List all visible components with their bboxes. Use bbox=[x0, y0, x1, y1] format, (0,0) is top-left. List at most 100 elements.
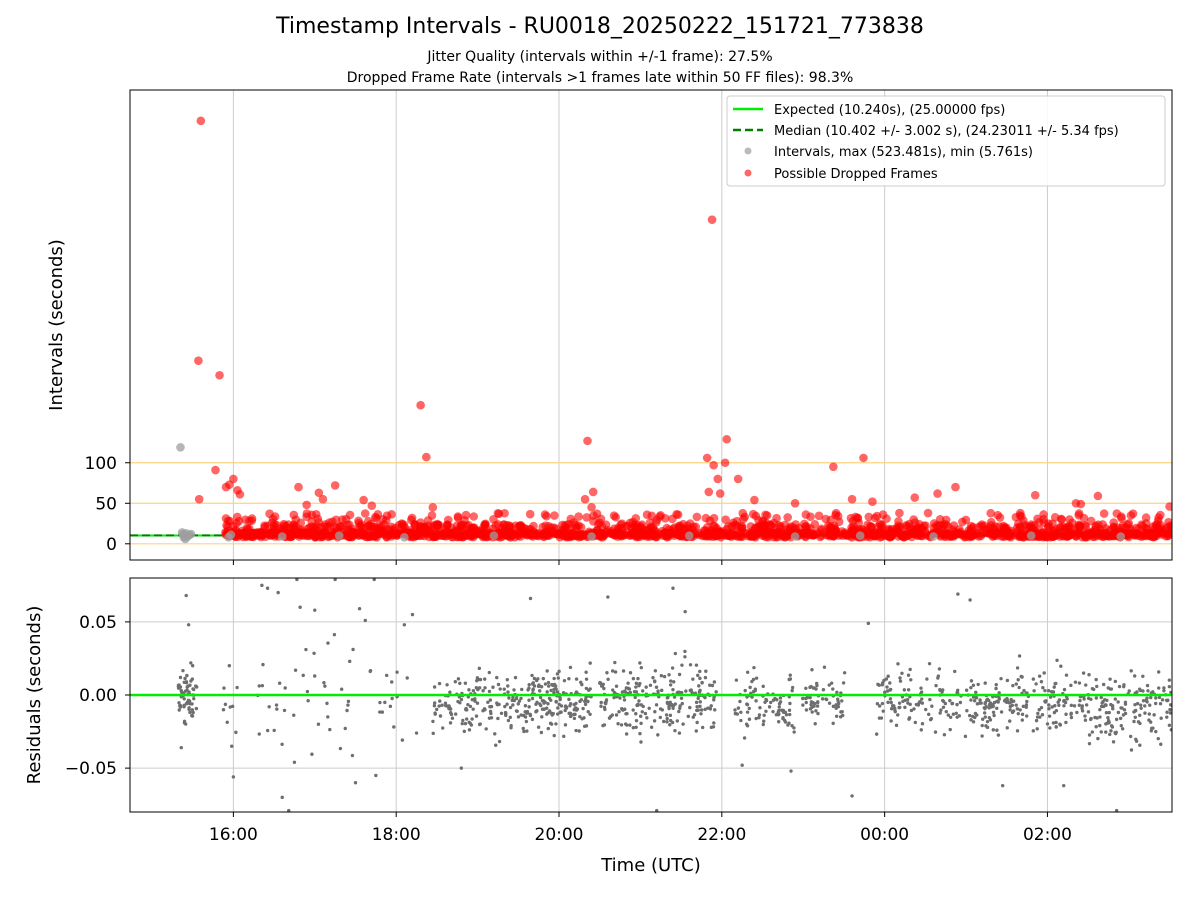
residual-point bbox=[1017, 685, 1021, 690]
dropped-frame-point bbox=[428, 503, 438, 512]
residual-point bbox=[639, 703, 643, 707]
residual-point bbox=[1016, 678, 1020, 682]
dropped-frame-point bbox=[541, 529, 551, 538]
residual-point bbox=[978, 701, 982, 705]
residual-point bbox=[1078, 698, 1082, 703]
residual-point bbox=[388, 704, 393, 709]
residual-point bbox=[736, 706, 741, 710]
residual-point bbox=[538, 695, 543, 700]
residual-point bbox=[368, 668, 373, 673]
residual-point bbox=[350, 753, 355, 758]
dropped-frame-point bbox=[1000, 531, 1010, 541]
residual-point bbox=[751, 689, 756, 694]
residual-point bbox=[293, 668, 298, 672]
dropped-frame-point bbox=[481, 519, 490, 529]
residual-point bbox=[697, 684, 701, 688]
residual-point bbox=[1108, 677, 1112, 681]
dropped-frame-point bbox=[630, 522, 640, 531]
residual-point bbox=[776, 720, 781, 724]
residual-point bbox=[1114, 730, 1118, 735]
dropped-frame-point bbox=[457, 520, 466, 530]
residual-point bbox=[647, 706, 651, 710]
residual-point bbox=[463, 681, 468, 685]
residual-point bbox=[470, 717, 474, 721]
residual-point bbox=[343, 726, 347, 731]
residual-point bbox=[1090, 730, 1095, 734]
residual-point bbox=[812, 686, 816, 690]
residual-point bbox=[437, 704, 441, 708]
residual-point bbox=[1016, 711, 1020, 716]
residual-point bbox=[496, 716, 500, 721]
residual-point bbox=[528, 713, 533, 718]
residual-point bbox=[841, 713, 845, 718]
residual-point bbox=[883, 690, 887, 694]
residual-point bbox=[783, 710, 788, 715]
dropped-frame-point bbox=[829, 462, 838, 472]
dropped-frame-point bbox=[347, 532, 357, 542]
residual-point bbox=[458, 701, 462, 705]
residual-point bbox=[1050, 690, 1054, 694]
y-tick-label: 100 bbox=[85, 454, 117, 474]
residual-point bbox=[363, 618, 367, 623]
dropped-frame-point bbox=[814, 511, 824, 521]
residual-point bbox=[556, 676, 561, 680]
intervals-legend: Expected (10.240s), (25.00000 fps) Media… bbox=[726, 95, 1166, 187]
residual-point bbox=[810, 710, 814, 714]
residual-point bbox=[190, 714, 195, 718]
residual-point bbox=[610, 669, 615, 673]
dropped-frame-point bbox=[455, 532, 465, 542]
residual-point bbox=[769, 700, 773, 705]
dropped-frame-point bbox=[588, 487, 598, 497]
residual-point bbox=[1040, 712, 1045, 717]
intervals-y-axis-label: Intervals (seconds) bbox=[46, 239, 67, 411]
residual-point bbox=[1143, 711, 1147, 715]
residual-point bbox=[482, 707, 487, 711]
residual-point bbox=[475, 701, 480, 705]
residual-point bbox=[764, 697, 768, 702]
residual-point bbox=[231, 775, 236, 779]
residual-point bbox=[624, 686, 629, 690]
residual-point bbox=[525, 729, 529, 733]
residual-point bbox=[1011, 699, 1016, 703]
residual-point bbox=[617, 710, 621, 714]
residual-point bbox=[886, 674, 890, 678]
residual-point bbox=[496, 682, 501, 687]
residual-point bbox=[513, 675, 518, 680]
residual-point bbox=[527, 686, 531, 690]
dropped-frame-point bbox=[878, 510, 888, 519]
residual-point bbox=[1042, 671, 1046, 675]
residual-point bbox=[1107, 710, 1111, 715]
residual-point bbox=[476, 677, 481, 682]
residual-point bbox=[378, 700, 382, 705]
residual-point bbox=[346, 699, 351, 704]
residual-point bbox=[712, 698, 716, 702]
dropped-frame-point bbox=[560, 521, 569, 531]
residual-point bbox=[487, 670, 492, 675]
residual-point bbox=[390, 680, 394, 684]
residual-point bbox=[679, 696, 684, 700]
residual-point bbox=[745, 724, 750, 728]
residual-point bbox=[572, 712, 576, 717]
residual-point bbox=[752, 665, 756, 670]
dropped-frame-point bbox=[933, 521, 943, 531]
dropped-frame-point bbox=[917, 525, 927, 534]
residual-point bbox=[1139, 706, 1143, 710]
residual-point bbox=[898, 676, 902, 680]
residual-point bbox=[506, 684, 510, 688]
residual-point bbox=[392, 725, 396, 729]
residual-point bbox=[761, 722, 765, 727]
residual-point bbox=[660, 708, 665, 712]
residual-point bbox=[801, 703, 805, 707]
residual-point bbox=[912, 707, 916, 711]
residual-point bbox=[1107, 721, 1111, 725]
residual-point bbox=[1080, 706, 1084, 710]
residual-point bbox=[561, 691, 566, 695]
residual-point bbox=[1034, 718, 1039, 723]
x-tick-label: 22:00 bbox=[697, 825, 746, 845]
residual-point bbox=[1132, 710, 1136, 714]
y-tick-label: 0.05 bbox=[79, 613, 117, 633]
residual-point bbox=[757, 715, 761, 720]
residual-point bbox=[837, 701, 841, 706]
residual-point bbox=[567, 711, 571, 716]
residual-point bbox=[543, 682, 548, 686]
